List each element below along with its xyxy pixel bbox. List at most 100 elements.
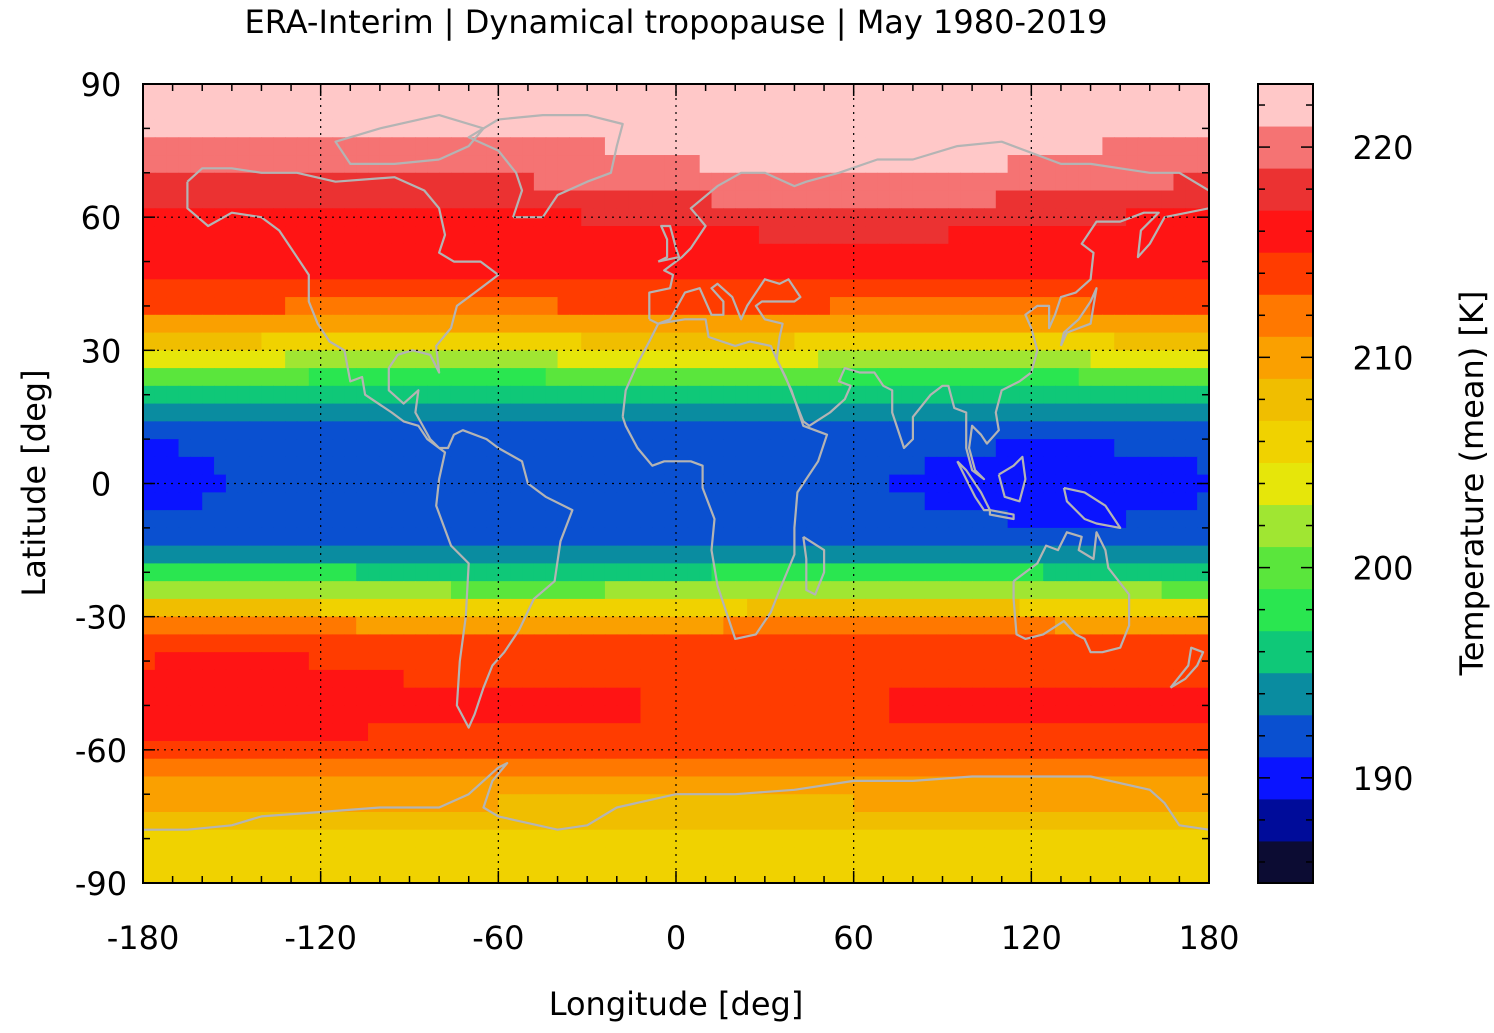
heatmap-cell [924, 652, 938, 671]
heatmap-cell [510, 669, 523, 689]
heatmap-cell [1161, 84, 1175, 103]
heatmap-cell [273, 350, 286, 369]
heatmap-cell [983, 669, 997, 689]
heatmap-cell [320, 794, 334, 813]
heatmap-cell [924, 119, 938, 138]
heatmap-cell [356, 261, 369, 280]
x-tick-label: -180 [107, 919, 180, 957]
heatmap-cell [865, 598, 878, 618]
heatmap-cell [379, 652, 393, 671]
heatmap-cell [1114, 119, 1127, 138]
heatmap-cell [711, 634, 724, 653]
heatmap-cell [391, 634, 405, 653]
heatmap-cell [1149, 723, 1163, 742]
heatmap-cell [829, 243, 843, 263]
heatmap-cell [450, 172, 464, 192]
heatmap-cell [154, 865, 168, 883]
heatmap-cell [794, 456, 807, 476]
heatmap-cell [344, 723, 357, 742]
heatmap-cell [758, 652, 772, 671]
heatmap-cell [225, 776, 239, 795]
heatmap-cell [214, 314, 227, 334]
heatmap-cell [1031, 101, 1044, 121]
heatmap-cell [225, 279, 239, 298]
heatmap-cell [143, 811, 156, 831]
heatmap-cell [901, 456, 914, 476]
coastlines [143, 114, 1209, 831]
heatmap-cell [190, 527, 203, 547]
heatmap-cell [794, 101, 807, 121]
heatmap-cell [178, 492, 191, 511]
heatmap-cell [415, 723, 428, 742]
heatmap-cell [1078, 652, 1092, 671]
coastline [648, 140, 1209, 320]
heatmap-cell [889, 510, 902, 529]
heatmap-cell [794, 634, 807, 653]
heatmap-cell [628, 776, 642, 795]
heatmap-cell [640, 652, 653, 671]
heatmap-cell [166, 439, 180, 458]
heatmap-cell [379, 403, 393, 422]
heatmap-cell [557, 421, 570, 440]
heatmap-cell [628, 297, 642, 316]
heatmap-cell [794, 545, 807, 564]
heatmap-cell [983, 776, 997, 795]
heatmap-cell [1031, 84, 1044, 103]
heatmap-cell [391, 687, 405, 707]
heatmap-cell [237, 705, 251, 724]
heatmap-cell [652, 598, 665, 618]
heatmap-cell [664, 563, 677, 582]
heatmap-cell [249, 332, 263, 351]
heatmap-cell [616, 226, 630, 245]
heatmap-cell [225, 84, 239, 103]
heatmap-cell [936, 456, 950, 476]
heatmap-cell [415, 137, 428, 156]
heatmap-cell [877, 172, 890, 192]
heatmap-cell [889, 847, 902, 866]
heatmap-cell [285, 385, 298, 405]
heatmap-cell [474, 155, 488, 174]
heatmap-cell [273, 84, 286, 103]
heatmap-cell [1031, 190, 1044, 209]
heatmap-cell [154, 137, 168, 156]
heatmap-cell [237, 669, 251, 689]
heatmap-cell [723, 740, 736, 760]
heatmap-cell [1197, 84, 1209, 103]
heatmap-cell [1102, 847, 1115, 866]
heatmap-cell [1043, 474, 1056, 493]
heatmap-cell [1161, 421, 1175, 440]
heatmap-cell [723, 563, 736, 582]
heatmap-cell [296, 332, 310, 351]
y-tick-label: 30 [81, 332, 122, 370]
heatmap-cell [1102, 439, 1115, 458]
heatmap-cell [1149, 101, 1163, 121]
heatmap-cell [533, 368, 547, 387]
heatmap-cell [818, 687, 831, 707]
heatmap-cell [498, 563, 511, 582]
heatmap-cell [652, 403, 665, 422]
heatmap-cell [794, 368, 807, 387]
heatmap-cell [166, 510, 180, 529]
heatmap-cell [320, 137, 334, 156]
heatmap-cell [261, 155, 274, 174]
heatmap-cell [616, 101, 630, 121]
heatmap-cell [450, 456, 464, 476]
heatmap-cell [972, 297, 985, 316]
heatmap-cell [960, 243, 973, 263]
heatmap-cell [1102, 527, 1115, 547]
heatmap-cell [202, 456, 215, 476]
heatmap-cell [1126, 439, 1139, 458]
heatmap-cell [664, 740, 677, 760]
heatmap-cell [972, 563, 985, 582]
heatmap-cell [439, 634, 452, 653]
heatmap-cell [676, 705, 689, 724]
heatmap-cell [687, 474, 701, 493]
heatmap-cell [853, 350, 867, 369]
heatmap-cell [1137, 687, 1151, 707]
heatmap-cell [202, 350, 215, 369]
heatmap-cell [1114, 811, 1127, 831]
heatmap-cell [735, 101, 748, 121]
heatmap-cell [273, 811, 286, 831]
heatmap-cell [190, 723, 203, 742]
heatmap-cell [498, 740, 511, 760]
